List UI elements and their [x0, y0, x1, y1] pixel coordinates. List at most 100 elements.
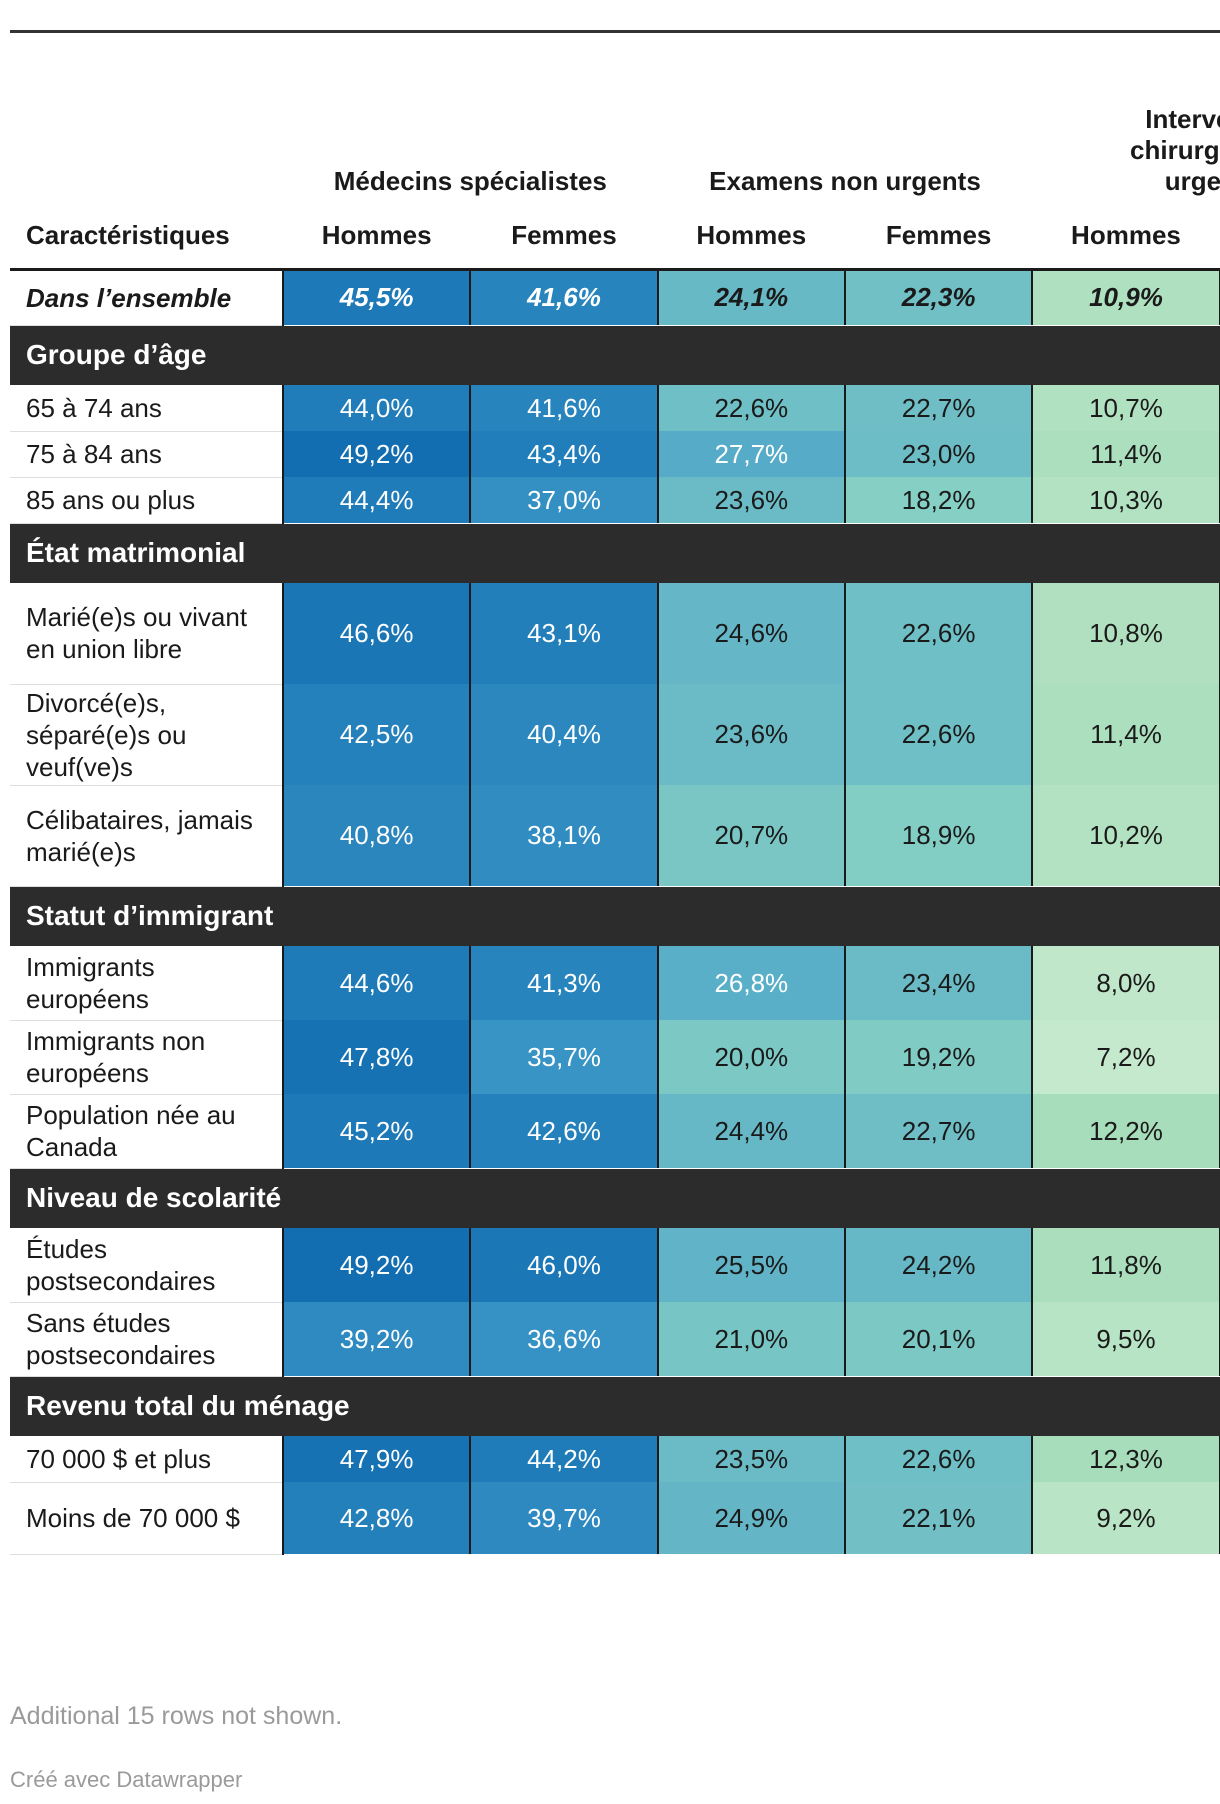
value-cell: 24,9%	[656, 1482, 845, 1554]
row-label: 85 ans ou plus	[10, 477, 283, 524]
value-cell: 11,4%	[1031, 684, 1220, 785]
table-row: Divorcé(e)s, séparé(e)s ou veuf(ve)s 42,5…	[10, 684, 1220, 786]
value-cell: 22,1%	[843, 1482, 1033, 1554]
footnote: Additional 15 rows not shown.	[10, 1702, 343, 1730]
column-header: Caractéristiques	[10, 203, 283, 271]
value-cell: 44,2%	[469, 1436, 658, 1482]
value-cell: 42,8%	[281, 1482, 471, 1554]
value-cell: 22,6%	[656, 385, 845, 431]
data-table: Médecins spécialistes Examens non urgents…	[10, 33, 1220, 1555]
value-cell: 12,2%	[1031, 1094, 1220, 1168]
group-header-row: Médecins spécialistes Examens non urgents…	[10, 33, 1220, 203]
column-group-header: Médecins spécialistes	[283, 33, 658, 203]
row-label: 75 à 84 ans	[10, 431, 283, 478]
row-label: 65 à 74 ans	[10, 385, 283, 432]
value-cell: 12,3%	[1031, 1436, 1220, 1482]
value-cell: 23,4%	[843, 946, 1033, 1020]
value-cell: 25,5%	[656, 1228, 845, 1302]
section-header-row: Groupe d’âge	[10, 325, 1220, 385]
row-label: Célibataires, jamais marié(e)s	[10, 785, 283, 887]
value-cell: 10,7%	[1031, 385, 1220, 431]
column-header: Hommes	[282, 203, 471, 271]
value-cell: 36,6%	[469, 1302, 658, 1376]
value-cell: 38,1%	[469, 785, 658, 886]
value-cell: 26,8%	[656, 946, 845, 1020]
value-cell: 47,9%	[281, 1436, 471, 1482]
column-group-header: Intervention chirurgicales r urgentes	[1032, 33, 1220, 203]
section-title: Statut d’immigrant	[10, 886, 1220, 946]
section-title: État matrimonial	[10, 523, 1220, 583]
section-header-row: Revenu total du ménage	[10, 1376, 1220, 1436]
value-cell: 23,6%	[656, 477, 845, 523]
value-cell: 45,2%	[281, 1094, 471, 1168]
value-cell: 47,8%	[281, 1020, 471, 1094]
row-label: Divorcé(e)s, séparé(e)s ou veuf(ve)s	[10, 684, 283, 786]
column-group-label: Intervention chirurgicales r urgentes	[1130, 104, 1220, 196]
row-label: Études postsecondaires	[10, 1228, 283, 1303]
value-cell: 43,4%	[469, 431, 658, 477]
value-cell: 49,2%	[281, 1228, 471, 1302]
value-cell: 9,5%	[1031, 1302, 1220, 1376]
column-header-row: Caractéristiques Hommes Femmes Hommes Femmes…	[10, 203, 1220, 271]
row-label: Moins de 70 000 $	[10, 1482, 283, 1555]
column-header: Hommes	[657, 203, 845, 271]
credit: Créé avec Datawrapper	[10, 1767, 243, 1792]
column-group-label: Médecins spécialistes	[333, 166, 607, 196]
value-cell: 11,8%	[1031, 1228, 1220, 1302]
section-header-row: Niveau de scolarité	[10, 1168, 1220, 1228]
value-cell: 22,6%	[843, 583, 1033, 684]
table-row: Célibataires, jamais marié(e)s 40,8% 38,1%…	[10, 785, 1220, 887]
value-cell: 19,2%	[843, 1020, 1033, 1094]
table-row: Population née au Canada 45,2% 42,6% 24,4% 2…	[10, 1094, 1220, 1169]
value-cell: 23,6%	[656, 684, 845, 785]
value-cell: 22,6%	[843, 1436, 1033, 1482]
value-cell: 21,0%	[656, 1302, 845, 1376]
value-cell: 39,7%	[469, 1482, 658, 1554]
column-header: Hommes	[1032, 203, 1220, 271]
table-row: Marié(e)s ou vivant en union libre 46,6% 4…	[10, 583, 1220, 685]
value-cell: 7,2%	[1031, 1020, 1220, 1094]
value-cell: 45,5%	[281, 269, 471, 325]
column-header: Femmes	[844, 203, 1033, 271]
value-cell: 10,3%	[1031, 477, 1220, 523]
value-cell: 40,4%	[469, 684, 658, 785]
value-cell: 23,0%	[843, 431, 1033, 477]
row-label: 70 000 $ et plus	[10, 1436, 283, 1483]
row-label: Marié(e)s ou vivant en union libre	[10, 583, 283, 685]
row-label: Population née au Canada	[10, 1094, 283, 1169]
value-cell: 41,3%	[469, 946, 658, 1020]
value-cell: 46,0%	[469, 1228, 658, 1302]
top-rule	[10, 30, 1220, 33]
header-spacer	[10, 33, 283, 203]
value-cell: 20,0%	[656, 1020, 845, 1094]
value-cell: 24,1%	[656, 269, 845, 325]
value-cell: 18,2%	[843, 477, 1033, 523]
column-header: Femmes	[470, 203, 658, 271]
value-cell: 41,6%	[469, 269, 658, 325]
column-group-header: Examens non urgents	[658, 33, 1033, 203]
value-cell: 23,5%	[656, 1436, 845, 1482]
value-cell: 20,1%	[843, 1302, 1033, 1376]
table-row: Immigrants non européens 47,8% 35,7% 20,0% 1…	[10, 1020, 1220, 1095]
row-label: Dans l’ensemble	[10, 269, 283, 326]
value-cell: 49,2%	[281, 431, 471, 477]
overall-row: Dans l’ensemble 45,5% 41,6% 24,1% 22,3% 10,9%…	[10, 269, 1220, 326]
section-title: Revenu total du ménage	[10, 1376, 1220, 1436]
value-cell: 42,5%	[281, 684, 471, 785]
row-label: Immigrants européens	[10, 946, 283, 1021]
value-cell: 44,0%	[281, 385, 471, 431]
value-cell: 35,7%	[469, 1020, 658, 1094]
value-cell: 44,6%	[281, 946, 471, 1020]
value-cell: 18,9%	[843, 785, 1033, 886]
table-row: 70 000 $ et plus 47,9% 44,2% 23,5% 22,6% 12,3…	[10, 1436, 1220, 1483]
value-cell: 10,2%	[1031, 785, 1220, 886]
column-group-label: Examens non urgents	[709, 166, 981, 196]
value-cell: 22,3%	[843, 269, 1033, 325]
value-cell: 24,2%	[843, 1228, 1033, 1302]
row-label: Sans études postsecondaires	[10, 1302, 283, 1377]
value-cell: 44,4%	[281, 477, 471, 523]
value-cell: 10,9%	[1031, 269, 1220, 325]
value-cell: 24,4%	[656, 1094, 845, 1168]
